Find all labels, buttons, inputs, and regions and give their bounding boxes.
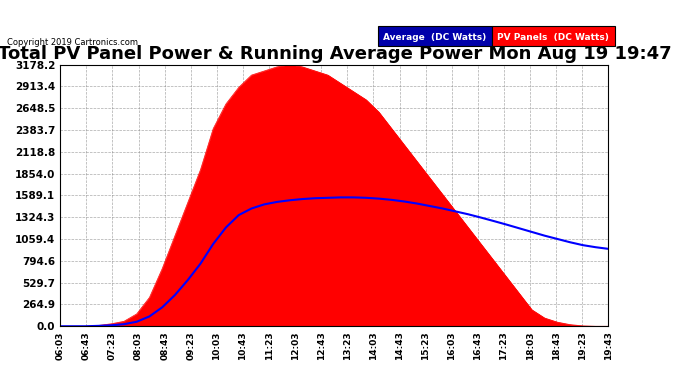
Text: Average  (DC Watts): Average (DC Watts) (383, 33, 486, 42)
Text: Copyright 2019 Cartronics.com: Copyright 2019 Cartronics.com (7, 38, 138, 47)
Text: PV Panels  (DC Watts): PV Panels (DC Watts) (497, 33, 609, 42)
Title: Total PV Panel Power & Running Average Power Mon Aug 19 19:47: Total PV Panel Power & Running Average P… (0, 45, 671, 63)
